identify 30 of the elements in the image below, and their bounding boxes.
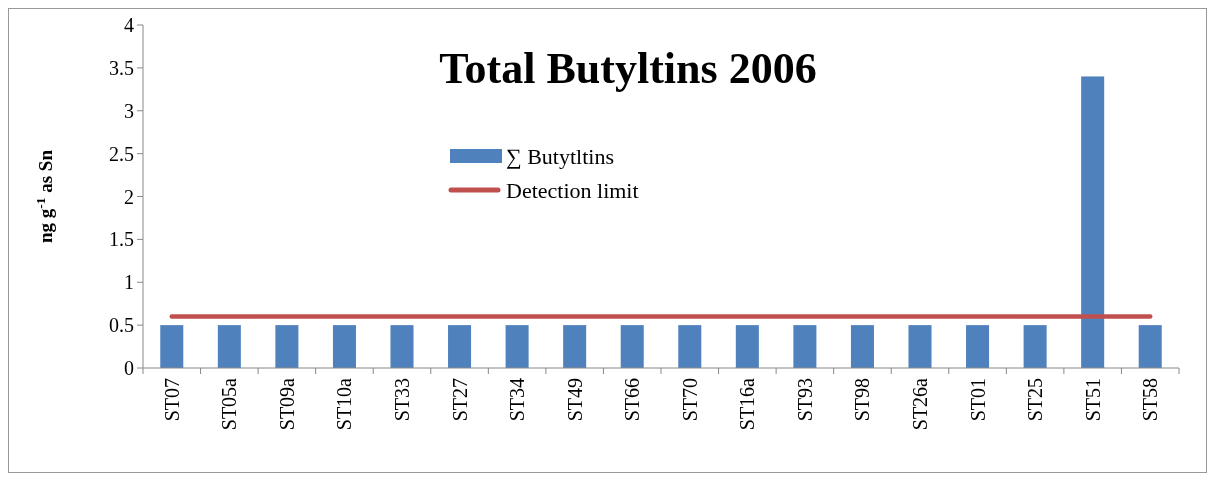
legend-label: ∑ Butytltins: [506, 143, 614, 169]
x-tick-label: ST49: [563, 378, 586, 422]
x-tick-label: ST07: [160, 378, 183, 422]
x-tick-label: ST51: [1081, 378, 1104, 422]
y-tick-label: 3: [124, 99, 134, 122]
y-tick-label: 2.5: [109, 142, 134, 165]
x-tick-label: ST16a: [736, 377, 759, 431]
x-tick-label: ST26a: [909, 377, 931, 431]
y-tick-label: 3.5: [109, 56, 134, 79]
y-tick-label: 0: [124, 357, 134, 379]
x-tick-label: ST10a: [333, 377, 356, 431]
x-tick-label: ST70: [678, 378, 701, 422]
x-tick-label: ST25: [1024, 378, 1047, 422]
x-tick-label: ST34: [506, 378, 529, 422]
y-tick-label: 1.5: [109, 228, 134, 251]
x-tick-label: ST66: [621, 378, 644, 422]
y-tick-label: 4: [124, 14, 134, 36]
y-tick-label: 0.5: [109, 314, 134, 337]
x-tick-label: ST58: [1139, 378, 1162, 422]
legend-label: Detection limit: [506, 177, 639, 203]
x-tick-label: ST27: [448, 378, 471, 422]
x-tick-label: ST05a: [218, 377, 241, 431]
x-tick-label: ST01: [966, 378, 989, 422]
chart-title: Total Butyltins 2006: [439, 44, 817, 93]
x-tick-label: ST09a: [275, 377, 298, 431]
y-tick-label: 1: [124, 271, 134, 294]
y-tick-label: 2: [124, 185, 134, 208]
x-tick-label: ST98: [851, 378, 874, 422]
x-tick-label: ST93: [793, 378, 816, 422]
x-tick-label: ST33: [391, 378, 413, 422]
